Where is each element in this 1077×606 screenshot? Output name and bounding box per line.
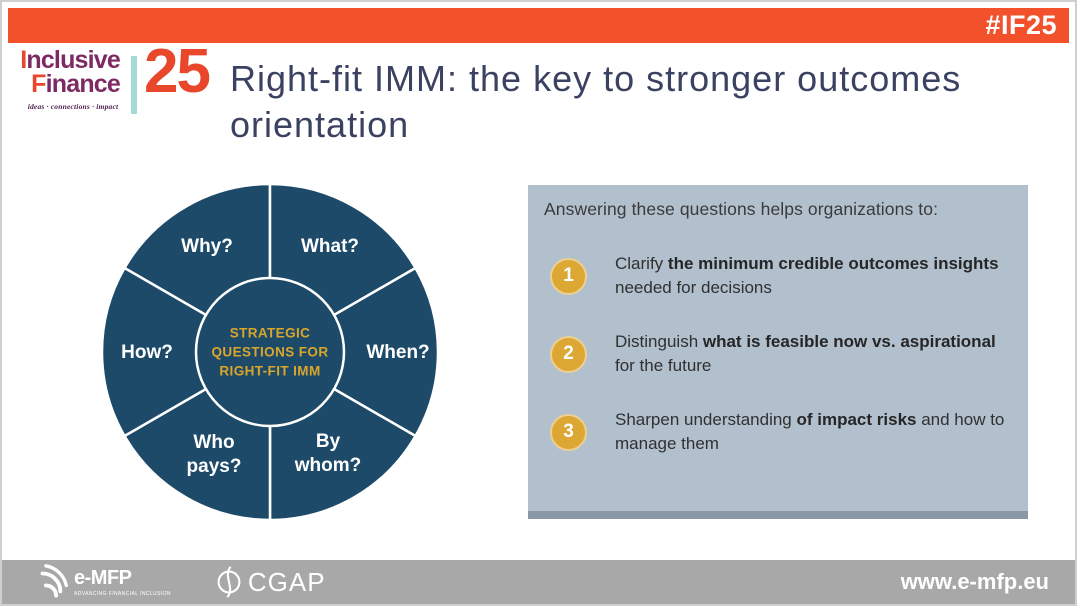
item3-post: and how to manage them [615,410,1005,453]
strategic-questions-wheel: Why? What? When? By whom? Who pays? How?… [95,177,445,527]
top-accent-bar: #IF25 [8,8,1069,43]
emfp-swoosh-icon [40,564,68,598]
wheel-center-circle [194,276,346,428]
logo-word-finance: Finance [18,70,121,98]
cgap-name: CGAP [247,566,326,597]
logo-tagline: ideas · connections · impact [27,102,119,111]
item-text-2: Distinguish what is feasible now vs. asp… [615,330,1015,378]
number-badge-2: 2 [550,335,587,373]
inclusive-finance-logo: Inclusive Finance ideas · connections · … [18,37,211,123]
panel-heading: Answering these questions helps organiza… [544,199,939,219]
item2-bold: what is feasible now vs. aspirational [702,332,996,351]
segment-label-by-whom: By whom? [294,431,362,476]
item3-bold: of impact risks [796,410,917,429]
segment-label-when: When? [366,342,430,363]
number-badge-1: 1 [550,257,587,295]
item1-bold: the minimum credible outcomes insights [667,254,999,273]
item3-pre: Sharpen understanding [615,410,797,429]
number-badge-3: 3 [550,413,587,451]
item-text-1: Clarify the minimum credible outcomes in… [615,252,1015,300]
wheel-center-label: STRATEGIC QUESTIONS FOR RIGHT-FIT IMM [211,325,329,379]
item1-post: needed for decisions [615,278,772,297]
segment-label-who-pays: Who pays? [186,432,242,477]
item2-post: for the future [615,356,712,375]
segment-label-why: Why? [181,236,233,257]
logo-initial-f: F [31,70,46,98]
logo-rest-finance: inance [45,70,121,98]
cgap-icon [217,566,241,598]
item-text-3: Sharpen understanding of impact risks an… [615,408,1015,456]
footer-bar: e-MFP ADVANCING FINANCIAL INCLUSION CGAP… [2,560,1075,604]
logo-rest-inclusive: nclusive [26,46,120,74]
emfp-logo: e-MFP ADVANCING FINANCIAL INCLUSION [34,564,171,600]
footer-website: www.e-mfp.eu [900,569,1049,594]
slide-title: Right-fit IMM: the key to stronger outco… [230,58,962,145]
logo-divider-bar [131,56,137,114]
logo-year: 25 [144,37,211,106]
panel-bottom-strip [528,511,1028,519]
benefits-panel: Answering these questions helps organiza… [528,185,1028,519]
emfp-name: e-MFP [74,567,132,589]
item1-pre: Clarify [615,254,668,273]
logo-initial-i: I [20,46,27,74]
list-item: 1 Clarify the minimum credible outcomes … [550,252,1028,300]
wheel-segment-how [100,266,272,438]
emfp-tagline: ADVANCING FINANCIAL INCLUSION [74,591,171,597]
list-item: 2 Distinguish what is feasible now vs. a… [550,330,1028,378]
panel-items: 1 Clarify the minimum credible outcomes … [528,252,1028,456]
emfp-text: e-MFP ADVANCING FINANCIAL INCLUSION [74,567,171,597]
list-item: 3 Sharpen understanding of impact risks … [550,408,1028,456]
item2-pre: Distinguish [615,332,703,351]
segment-label-what: What? [300,236,360,257]
event-hashtag: #IF25 [985,10,1057,40]
wheel-segment-when [268,266,440,438]
logo-word-inclusive: Inclusive [18,46,121,74]
wheel-graphic [100,182,440,522]
logo-wordmark: Inclusive Finance [18,46,121,98]
segment-label-how: How? [121,342,173,363]
cgap-logo: CGAP [213,565,326,599]
